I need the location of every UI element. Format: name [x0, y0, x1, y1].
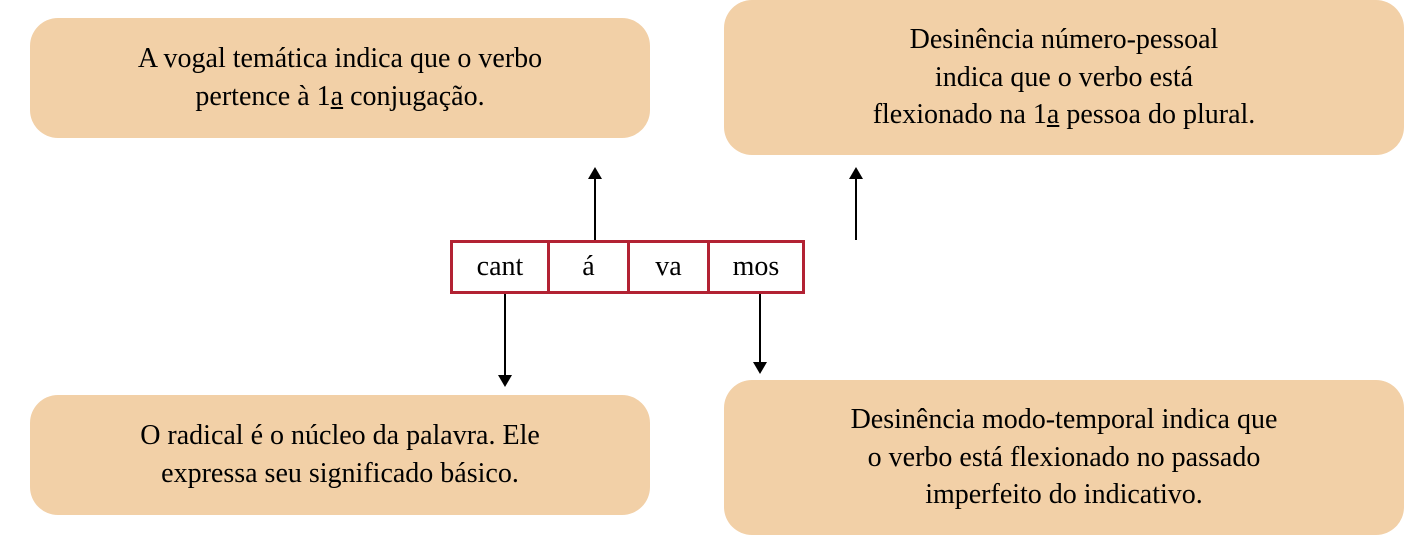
arrow-top-right [849, 167, 863, 240]
morpheme-cell: á [550, 240, 630, 294]
morpheme-cell: mos [710, 240, 805, 294]
arrow-bottom-left [498, 294, 512, 387]
info-box-bottom-left: O radical é o núcleo da palavra. Ele exp… [30, 395, 650, 515]
info-box-bottom-right: Desinência modo-temporal indica que o ve… [724, 380, 1404, 535]
info-box-top-right: Desinência número-pessoal indica que o v… [724, 0, 1404, 155]
morpheme-row: cantávamos [450, 240, 805, 294]
info-text: Desinência número-pessoal indica que o v… [873, 21, 1256, 134]
arrow-bottom-right [753, 294, 767, 374]
morpheme-cell: va [630, 240, 710, 294]
morpheme-cell: cant [450, 240, 550, 294]
info-text: Desinência modo-temporal indica que o ve… [851, 401, 1278, 514]
info-text: O radical é o núcleo da palavra. Ele exp… [140, 417, 540, 493]
info-text: A vogal temática indica que o verbo pert… [138, 40, 542, 116]
arrow-top-left [588, 167, 602, 240]
info-box-top-left: A vogal temática indica que o verbo pert… [30, 18, 650, 138]
